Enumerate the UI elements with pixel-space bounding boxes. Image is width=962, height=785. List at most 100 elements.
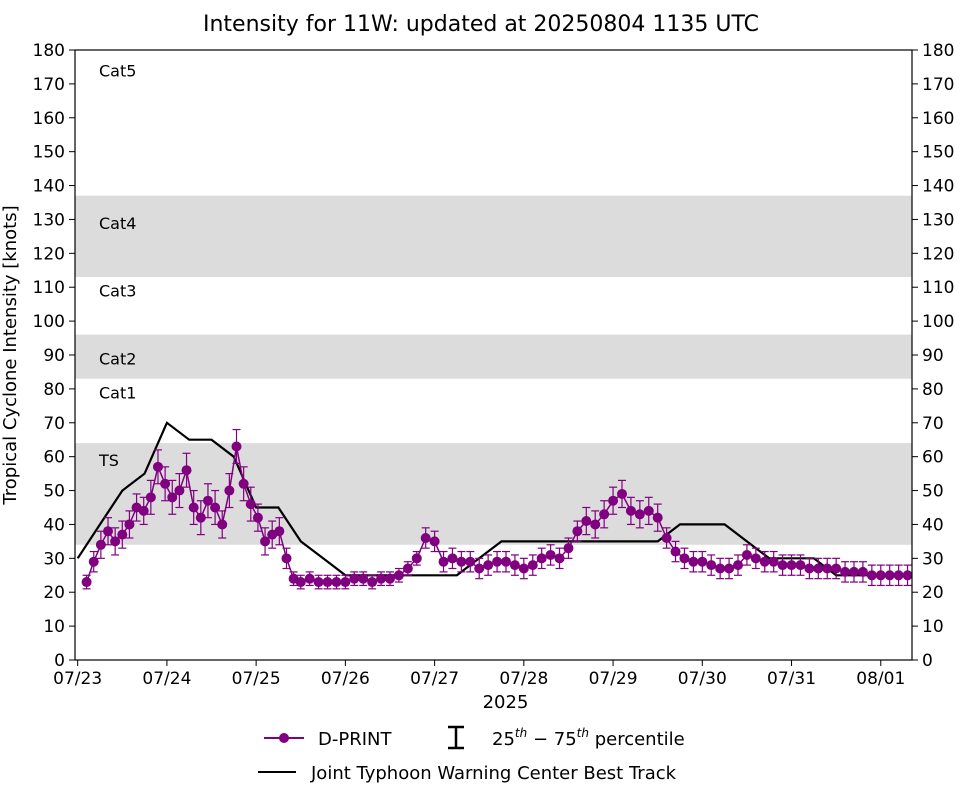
band-label-cat2: Cat2 [99, 349, 136, 368]
dprint-point [304, 573, 315, 584]
dprint-point [875, 570, 886, 581]
dprint-point [572, 526, 583, 537]
y-tick-label-right: 40 [922, 515, 944, 535]
dprint-point [643, 505, 654, 516]
dprint-point [527, 560, 538, 571]
dprint-point [88, 556, 99, 567]
y-tick-label-right: 10 [922, 617, 944, 637]
dprint-point [174, 485, 185, 496]
dprint-point [715, 563, 726, 574]
dprint-point [224, 485, 235, 496]
y-tick-label-left: 180 [33, 41, 65, 61]
dprint-point [625, 505, 636, 516]
y-tick-label-left: 100 [33, 312, 65, 332]
dprint-point [202, 495, 213, 506]
dprint-point [500, 556, 511, 567]
y-tick-label-left: 130 [33, 210, 65, 230]
y-axis-label: Tropical Cyclone Intensity [knots] [0, 205, 21, 505]
dprint-point [866, 570, 877, 581]
dprint-point [340, 577, 351, 588]
dprint-point [590, 519, 601, 530]
legend: D-PRINT 25th − 75th percentile Joint Typ… [258, 725, 685, 784]
dprint-point [238, 478, 249, 489]
dprint-point [777, 560, 788, 571]
x-tick-label: 07/29 [589, 669, 638, 689]
legend-percentile-marker [448, 725, 464, 750]
dprint-point [670, 546, 681, 557]
x-tick-label: 07/31 [767, 669, 816, 689]
y-tick-label-right: 70 [922, 414, 944, 434]
x-tick-label: 07/23 [53, 669, 102, 689]
dprint-point [245, 499, 256, 510]
dprint-point [384, 573, 395, 584]
dprint-point [281, 553, 292, 564]
y-tick-label-right: 160 [922, 109, 954, 129]
dprint-point [813, 563, 824, 574]
dprint-point [349, 573, 360, 584]
dprint-point [697, 556, 708, 567]
y-tick-label-right: 0 [922, 651, 933, 671]
dprint-point [252, 512, 263, 523]
dprint-point [217, 519, 228, 530]
dprint-point [545, 549, 556, 560]
y-tick-label-right: 20 [922, 583, 944, 603]
x-tick-label: 07/30 [678, 669, 727, 689]
dprint-point [840, 566, 851, 577]
band-label-cat5: Cat5 [99, 61, 136, 80]
y-tick-label-left: 80 [43, 380, 65, 400]
y-tick-label-right: 100 [922, 312, 954, 332]
y-tick-label-left: 110 [33, 278, 65, 298]
dprint-point [322, 577, 333, 588]
dprint-point [581, 516, 592, 527]
x-tick-label: 07/25 [232, 669, 281, 689]
x-tick-label: 07/24 [142, 669, 191, 689]
dprint-point [103, 526, 114, 537]
x-tick-label: 07/28 [499, 669, 548, 689]
dprint-point [536, 553, 547, 564]
y-tick-label-left: 10 [43, 617, 65, 637]
dprint-point [616, 488, 627, 499]
dprint-point [599, 509, 610, 520]
dprint-point [634, 509, 645, 520]
dprint-point [804, 563, 815, 574]
dprint-point [145, 492, 156, 503]
dprint-point [732, 560, 743, 571]
dprint-layer [81, 428, 913, 590]
dprint-point [492, 556, 503, 567]
y-tick-label-left: 160 [33, 109, 65, 129]
x-axis-label: 2025 [483, 692, 529, 713]
y-tick-label-left: 120 [33, 244, 65, 264]
dprint-point [160, 478, 171, 489]
dprint-point [759, 556, 770, 567]
dprint-point [884, 570, 895, 581]
dprint-point [465, 556, 476, 567]
dprint-point [518, 563, 529, 574]
dprint-point [741, 549, 752, 560]
plot-frame [74, 49, 913, 661]
dprint-point [456, 556, 467, 567]
dprint-point [786, 560, 797, 571]
y-tick-label-right: 150 [922, 143, 954, 163]
dprint-point [893, 570, 904, 581]
legend-best-track-label: Joint Typhoon Warning Center Best Track [310, 763, 677, 784]
dprint-point [181, 465, 192, 476]
y-tick-label-right: 110 [922, 278, 954, 298]
y-tick-label-left: 50 [43, 482, 65, 502]
dprint-point [393, 570, 404, 581]
y-tick-label-left: 140 [33, 177, 65, 197]
dprint-point [358, 573, 369, 584]
y-tick-label-right: 140 [922, 177, 954, 197]
y-tick-label-left: 90 [43, 346, 65, 366]
dprint-point [167, 492, 178, 503]
y-tick-label-right: 120 [922, 244, 954, 264]
dprint-point [902, 570, 913, 581]
dprint-point [367, 577, 378, 588]
legend-dprint-marker [279, 733, 289, 743]
legend-percentile-label: 25th − 75th percentile [492, 726, 685, 750]
x-tick-label: 07/27 [410, 669, 459, 689]
category-bands: TS Cat1 Cat2 Cat3 Cat4 Cat5 [75, 61, 912, 545]
dprint-point [750, 553, 761, 564]
dprint-point [231, 441, 242, 452]
dprint-point [509, 560, 520, 571]
dprint-point [138, 505, 149, 516]
